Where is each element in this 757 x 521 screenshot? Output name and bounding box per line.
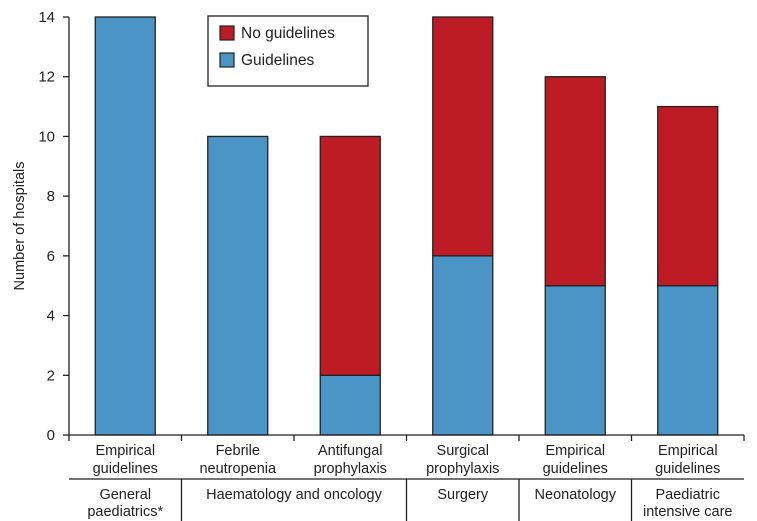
bar-guidelines-1 — [207, 135, 269, 436]
group-label-2-line1: Surgery — [437, 487, 489, 503]
category-label-0-line1: Empirical — [95, 443, 155, 459]
category-label-4-line2: guidelines — [543, 461, 608, 477]
bar-guidelines-5 — [657, 285, 719, 436]
category-label-3-line2: prophylaxis — [426, 461, 499, 477]
y-tick-label-12: 12 — [38, 69, 55, 86]
y-tick-label-10: 10 — [38, 128, 55, 145]
group-label-0-line1: General — [99, 487, 151, 503]
bar-no-guidelines-5 — [657, 105, 719, 287]
bars-layer — [94, 16, 719, 436]
legend-label-1: Guidelines — [241, 52, 314, 69]
group-label-4-line1: Paediatric — [656, 487, 720, 503]
y-axis-label: Number of hospitals — [12, 162, 28, 291]
bar-no-guidelines-2 — [319, 135, 381, 376]
group-label-4-line2: intensive care — [643, 504, 732, 520]
category-label-4-line1: Empirical — [545, 443, 605, 459]
bar-guidelines-3 — [432, 255, 494, 436]
bar-guidelines-4 — [544, 285, 606, 436]
category-label-5-line1: Empirical — [658, 443, 718, 459]
legend-swatch-0 — [219, 25, 235, 41]
bar-guidelines-2 — [319, 374, 381, 436]
category-label-5-line2: guidelines — [655, 461, 720, 477]
category-label-1-line1: Febrile — [216, 443, 260, 459]
y-tick-label-0: 0 — [47, 427, 55, 444]
y-tick-label-6: 6 — [47, 248, 55, 265]
y-tick-label-8: 8 — [47, 188, 55, 205]
y-tick-label-4: 4 — [47, 308, 55, 325]
category-label-3-line1: Surgical — [437, 443, 489, 459]
group-label-1-line1: Haematology and oncology — [206, 487, 382, 503]
category-label-1-line2: neutropenia — [199, 461, 277, 477]
y-tick-label-14: 14 — [38, 9, 55, 26]
category-label-2-line1: Antifungal — [318, 443, 383, 459]
labels-layer: 0 2 4 6 8 10 12 14 Empirical guidelines Febrile neu… — [12, 9, 732, 520]
group-label-3-line1: Neonatology — [535, 487, 617, 503]
legend-box — [207, 15, 369, 87]
bar-guidelines-0 — [94, 16, 156, 436]
legend-label-0: No guidelines — [241, 25, 335, 42]
bar-no-guidelines-4 — [544, 76, 606, 287]
bar-no-guidelines-3 — [432, 16, 494, 257]
category-label-0-line2: guidelines — [93, 461, 158, 477]
y-tick-label-2: 2 — [47, 367, 55, 384]
legend-swatch-1 — [219, 52, 235, 68]
category-label-2-line2: prophylaxis — [314, 461, 387, 477]
legend: No guidelines Guidelines — [207, 15, 369, 87]
group-label-0-line2: paediatrics* — [87, 504, 163, 520]
axes-layer — [63, 16, 745, 521]
